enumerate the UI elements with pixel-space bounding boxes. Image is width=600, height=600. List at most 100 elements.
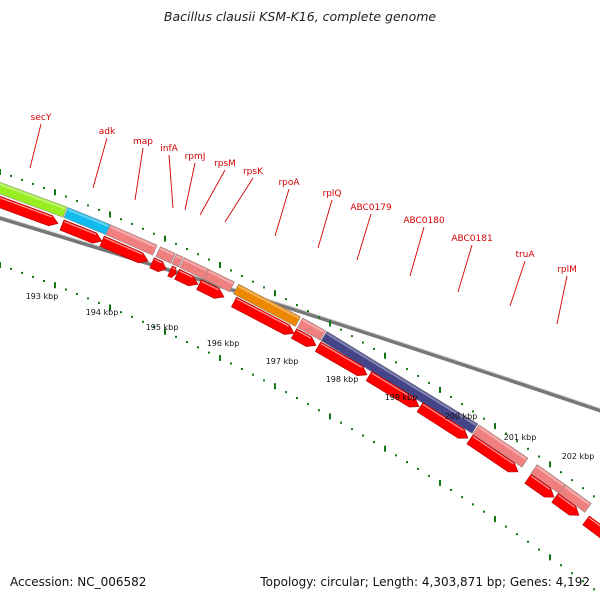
gene-box[interactable] (105, 224, 158, 256)
upper-tick (164, 235, 166, 242)
scale-tick (406, 461, 408, 464)
scale-tick (21, 271, 23, 274)
accession-text: Accession: NC_006582 (10, 575, 147, 589)
gene-box[interactable] (155, 246, 176, 264)
upper-tick (527, 447, 529, 450)
upper-tick (450, 395, 452, 398)
upper-tick (395, 361, 397, 364)
scale-tick (0, 262, 1, 268)
upper-tick (505, 432, 507, 435)
scale-tick (120, 311, 122, 314)
gene-label-rpoA[interactable]: rpoA (278, 178, 300, 188)
upper-tick (285, 298, 287, 301)
upper-tick (494, 423, 496, 430)
scale-labels: 193 kbp 194 kbp 195 kbp 196 kbp 197 kbp 198 k… (26, 292, 595, 461)
upper-tick (560, 471, 562, 474)
gene-label-ABC0181[interactable]: ABC0181 (451, 234, 492, 244)
scale-label: 200 kbp (445, 412, 478, 421)
gene-box[interactable] (233, 283, 301, 327)
gene-box[interactable] (558, 484, 592, 513)
gene-arrow[interactable] (99, 235, 150, 266)
map-title: Bacillus clausii KSM-K16, complete genom… (163, 9, 437, 24)
scale-tick (87, 297, 89, 300)
gene-box[interactable] (296, 317, 327, 341)
scale-tick (285, 391, 287, 394)
scale-tick (263, 379, 265, 382)
scale-tick (54, 282, 56, 289)
upper-tick (32, 182, 34, 185)
upper-tick (439, 386, 441, 393)
scale-tick (538, 548, 540, 551)
upper-tick (549, 461, 551, 468)
label-leader-line (317, 199, 333, 249)
gene-arrow[interactable] (149, 257, 169, 274)
gene-arrow[interactable] (174, 268, 201, 289)
label-leader-line (224, 177, 254, 223)
upper-tick (241, 275, 243, 278)
gene-box[interactable] (0, 180, 68, 218)
scale-tick (208, 351, 210, 354)
gene-box[interactable] (472, 424, 529, 468)
upper-tick (87, 204, 89, 207)
gene-arrow[interactable] (365, 370, 422, 411)
scale-tick (505, 525, 507, 528)
scale-tick (131, 315, 133, 318)
scale-tick (450, 488, 452, 491)
label-leader-line (457, 244, 473, 293)
scale-tick (560, 564, 562, 567)
upper-tick (219, 261, 221, 268)
scale-tick (98, 301, 100, 304)
scale-tick (197, 346, 199, 349)
scale-tick (340, 421, 342, 424)
gene-label-secY[interactable]: secY (31, 113, 52, 123)
upper-tick (406, 368, 408, 371)
gene-label-truA[interactable]: truA (515, 250, 535, 260)
gene-label-adk[interactable]: adk (99, 127, 116, 137)
gene-arrow[interactable] (551, 493, 582, 519)
upper-tick (329, 320, 331, 327)
gene-box[interactable] (171, 253, 184, 268)
upper-tick (428, 381, 430, 384)
gene-arrow[interactable] (582, 515, 600, 543)
genome-backbone-highlight (0, 215, 600, 409)
upper-tick (153, 232, 155, 235)
gene-label-rplQ[interactable]: rplQ (323, 189, 342, 199)
gene-label-rplM[interactable]: rplM (557, 265, 577, 275)
gene-label-rpmJ[interactable]: rpmJ (185, 152, 206, 162)
scale-tick (571, 572, 573, 575)
gene-label-rpsM[interactable]: rpsM (214, 159, 236, 169)
upper-tick (252, 280, 254, 283)
upper-tick (186, 247, 188, 250)
gene-arrow[interactable] (466, 434, 521, 477)
gene-arrow[interactable] (167, 265, 179, 279)
scale-tick (428, 474, 430, 477)
scale-tick (318, 409, 320, 412)
gene-arrow[interactable] (196, 279, 227, 302)
gene-arrow[interactable] (524, 473, 557, 501)
upper-tick (384, 352, 386, 359)
gene-label-ABC0180[interactable]: ABC0180 (403, 216, 445, 226)
gene-box[interactable] (203, 268, 235, 293)
gene-label-map[interactable]: map (133, 137, 153, 147)
gene-arrow[interactable] (290, 328, 318, 351)
upper-tick (362, 341, 364, 344)
label-leader-line (29, 123, 42, 169)
gene-arrow[interactable] (0, 194, 60, 228)
gene-arrow[interactable] (231, 296, 296, 338)
scale-tick (362, 434, 364, 437)
scale-label: 201 kbp (504, 433, 537, 442)
gene-arrow[interactable] (314, 341, 369, 380)
scale-tick (230, 362, 232, 365)
scale-tick (494, 516, 496, 523)
upper-tick-row (0, 169, 595, 498)
scale-tick (32, 275, 34, 278)
scale-label: 199 kbp (385, 393, 418, 402)
gene-arrow[interactable] (416, 402, 471, 443)
scale-tick (384, 445, 386, 452)
gene-arrow[interactable] (59, 219, 104, 246)
gene-label-rpsK[interactable]: rpsK (243, 167, 264, 177)
scale-label: 198 kbp (326, 375, 359, 384)
gene-label-ABC0179[interactable]: ABC0179 (350, 203, 392, 213)
gene-label-infA[interactable]: infA (160, 144, 178, 154)
